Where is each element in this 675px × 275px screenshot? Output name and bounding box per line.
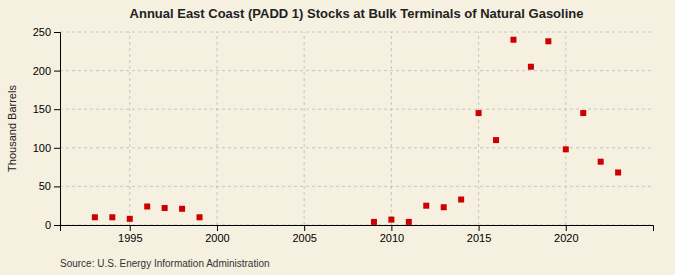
tick-label: 2010: [380, 232, 404, 244]
grid-line-y: [60, 32, 653, 33]
tick-label: 2020: [554, 232, 578, 244]
tick-label: 1995: [118, 232, 142, 244]
point: [406, 219, 412, 225]
tick-label: 200: [33, 65, 51, 77]
tick-mark: [54, 186, 60, 187]
point: [580, 110, 586, 116]
tick: 150: [33, 103, 60, 115]
tick: 2010: [380, 225, 404, 244]
tick: 2005: [292, 225, 316, 244]
tick-mark: [391, 225, 392, 231]
tick-mark: [54, 148, 60, 149]
point: [144, 203, 150, 209]
grid-line-x: [478, 32, 479, 225]
tick: 2000: [205, 225, 229, 244]
tick-label: 50: [39, 180, 51, 192]
point: [510, 37, 516, 43]
point: [458, 197, 464, 203]
tick-label: 2000: [205, 232, 229, 244]
point: [197, 214, 203, 220]
grid-line-x: [391, 32, 392, 225]
tick: 0: [45, 219, 60, 231]
tick-mark: [304, 225, 305, 231]
tick-label: 250: [33, 26, 51, 38]
point: [476, 110, 482, 116]
y-axis-label: Thousand Barrels: [6, 85, 18, 172]
grid-line-x: [565, 32, 566, 225]
tick-label: 2005: [292, 232, 316, 244]
tick-mark: [130, 225, 131, 231]
tick: 50: [39, 180, 60, 192]
tick-label: 0: [45, 219, 51, 231]
y-axis: 0 50 100 150 200 250: [33, 26, 61, 231]
point: [371, 219, 377, 225]
point: [528, 64, 534, 70]
tick-mark: [566, 225, 567, 231]
point: [493, 137, 499, 143]
tick: 2020: [554, 225, 578, 244]
tick: 1995: [118, 225, 142, 244]
tick-mark: [54, 71, 60, 72]
grid-line-x: [129, 32, 130, 225]
chart-container: 1995 2000 2005 2010 2015 2020 0 50 100 150 200 250 A…: [0, 0, 675, 275]
annotation: Source: U.S. Energy Information Administ…: [60, 258, 270, 269]
x-axis: 1995 2000 2005 2010 2015 2020: [61, 225, 654, 244]
grid-line-y: [60, 186, 653, 187]
point: [92, 214, 98, 220]
chart: 1995 2000 2005 2010 2015 2020 0 50 100 150 200 250 A…: [0, 0, 675, 275]
tick: 250: [33, 26, 60, 38]
points: [92, 37, 621, 225]
tick: 200: [33, 65, 60, 77]
axis-line: [54, 33, 61, 226]
tick-mark: [54, 109, 60, 110]
tick: 100: [33, 142, 60, 154]
point: [545, 38, 551, 44]
axis-line: [61, 226, 654, 232]
point: [423, 203, 429, 209]
grid-line-x: [216, 32, 217, 225]
tick-mark: [54, 225, 60, 226]
grid: [60, 32, 653, 225]
grid-line-y: [60, 109, 653, 110]
tick-mark: [479, 225, 480, 231]
tick-mark: [217, 225, 218, 231]
tick-mark: [54, 32, 60, 33]
point: [127, 216, 133, 222]
point: [109, 214, 115, 220]
point: [615, 170, 621, 176]
point: [563, 146, 569, 152]
tick-label: 2015: [467, 232, 491, 244]
point: [598, 159, 604, 165]
grid-line-y: [60, 70, 653, 71]
tick-label: 100: [33, 142, 51, 154]
tick: 2015: [467, 225, 491, 244]
title: Annual East Coast (PADD 1) Stocks at Bul…: [130, 6, 584, 21]
grid-line-x: [304, 32, 305, 225]
point: [441, 204, 447, 210]
point: [388, 217, 394, 223]
point: [162, 205, 168, 211]
background: [0, 0, 675, 275]
tick-label: 150: [33, 103, 51, 115]
point: [179, 206, 185, 212]
